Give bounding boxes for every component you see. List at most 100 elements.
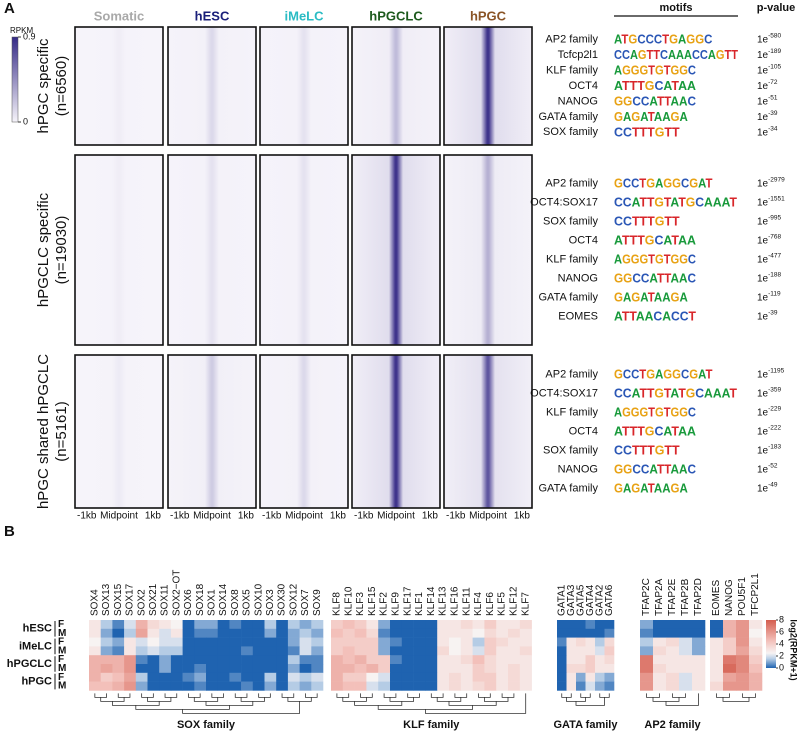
heatmap-cell <box>124 655 137 665</box>
heatmap-cell <box>666 681 680 691</box>
heatmap-cell <box>342 664 355 674</box>
heatmap-cell <box>557 637 567 647</box>
motif-logo: GAGATAAGA <box>614 481 688 496</box>
heatmap-cell <box>217 681 230 691</box>
heatmap-cell <box>342 628 355 638</box>
heatmap-cell <box>640 664 654 674</box>
heatmap-cell <box>666 672 680 682</box>
heatmap-cell <box>692 646 706 656</box>
heatmap-cell <box>342 655 355 665</box>
x-axis-label: -1kb <box>170 511 190 522</box>
heatmap-cell <box>206 664 218 674</box>
heatmap-cell <box>252 637 265 647</box>
heatmap-cell <box>460 664 473 674</box>
gene-label: KLF17 <box>402 586 413 616</box>
p-value-base: 1e <box>757 96 769 107</box>
heatmap-cell <box>299 620 312 630</box>
dendrogram <box>561 693 572 698</box>
gene-label: SOX2 <box>136 589 147 616</box>
legend-tick-label: 8 <box>779 614 784 624</box>
p-value: 1e-1195 <box>757 367 785 380</box>
legend-label: log2(RPKM+1) <box>789 619 799 680</box>
heatmap-cell <box>159 637 172 647</box>
sex-label: M <box>58 645 66 656</box>
heatmap-cell <box>666 628 680 638</box>
heatmap-cell <box>519 637 532 647</box>
heatmap-cell <box>566 628 577 638</box>
heatmap-cell <box>576 664 586 674</box>
heatmap-cell <box>100 628 113 638</box>
heatmap-cell <box>566 646 577 656</box>
heatmap-cell <box>604 620 615 630</box>
gene-label: TFAP2E <box>667 578 678 616</box>
p-value-exponent: -580 <box>768 32 781 39</box>
heatmap-cell <box>736 672 750 682</box>
gene-label: KLF3 <box>355 592 366 616</box>
heatmap-cell <box>276 655 289 665</box>
heatmap-cell <box>692 664 706 674</box>
heatmap-cell <box>241 672 254 682</box>
motif-logo: CCTTTGTT <box>614 214 680 229</box>
heatmap-cell <box>585 655 596 665</box>
heatmap-cell <box>653 620 667 630</box>
heatmap-cell <box>736 655 750 665</box>
heatmap-cell <box>241 646 254 656</box>
heatmap-cell <box>413 681 426 691</box>
heatmap-cell <box>159 646 172 656</box>
heatmap-cell <box>147 637 160 647</box>
p-value: 1e-1551 <box>757 195 785 208</box>
dendrogram <box>360 693 373 698</box>
dendrogram <box>287 697 312 702</box>
motif-name: GATA family <box>539 111 599 123</box>
heatmap-cell <box>679 628 693 638</box>
heatmap-cell <box>390 655 403 665</box>
p-value: 1e-72 <box>757 79 778 92</box>
x-axis-label: 1kb <box>330 511 347 522</box>
motif-logo: CCATTGTATGCAAAT <box>614 195 737 210</box>
motif-name: SOX family <box>543 126 599 138</box>
heatmap-cell <box>390 646 403 656</box>
heatmap-cell <box>413 664 426 674</box>
motif-name: OCT4:SOX17 <box>530 387 598 399</box>
heatmap-cell <box>666 620 680 630</box>
heatmap-cell <box>135 646 148 656</box>
gene-label: TFAP2A <box>654 578 665 616</box>
heatmap-cell <box>692 681 706 691</box>
sex-label: M <box>58 663 66 674</box>
p-value-exponent: -477 <box>768 252 781 259</box>
heatmap-cell <box>595 664 605 674</box>
heatmap-cell <box>496 681 509 691</box>
heatmap-cell <box>287 637 300 647</box>
heatmap-cell <box>576 681 586 691</box>
heatmap-cell <box>229 664 242 674</box>
heatmap-cell <box>496 672 509 682</box>
heatmap-cell <box>206 672 218 682</box>
heatmap-cell <box>413 672 426 682</box>
heatmap-cell <box>287 655 300 665</box>
x-axis-label: 1kb <box>422 511 439 522</box>
gene-label: SOX8 <box>230 589 241 616</box>
gene-label: KLF12 <box>509 586 520 616</box>
heatmap-cell <box>264 628 277 638</box>
heatmap-cell <box>640 672 654 682</box>
heatmap-cell <box>276 628 289 638</box>
p-value: 1e-119 <box>757 290 781 303</box>
heatmap-cell <box>170 620 183 630</box>
heatmap-cell <box>264 637 277 647</box>
p-value-exponent: -119 <box>768 290 781 297</box>
heatmap-cell <box>124 672 137 682</box>
heatmap-cell <box>159 620 172 630</box>
heatmap-cell <box>342 620 355 630</box>
heatmap-cell <box>401 664 414 674</box>
p-value: 1e-768 <box>757 233 782 246</box>
heatmap-cell <box>557 620 567 630</box>
heatmap-cell <box>182 628 195 638</box>
heatmap-cell <box>484 620 497 630</box>
sample-label: iMeLC <box>19 640 52 652</box>
p-value-base: 1e <box>757 311 769 322</box>
heatmap-cell <box>604 664 615 674</box>
heatmap-cell <box>100 681 113 691</box>
gene-label: KLF10 <box>343 586 354 616</box>
heatmap-cell <box>112 620 125 630</box>
